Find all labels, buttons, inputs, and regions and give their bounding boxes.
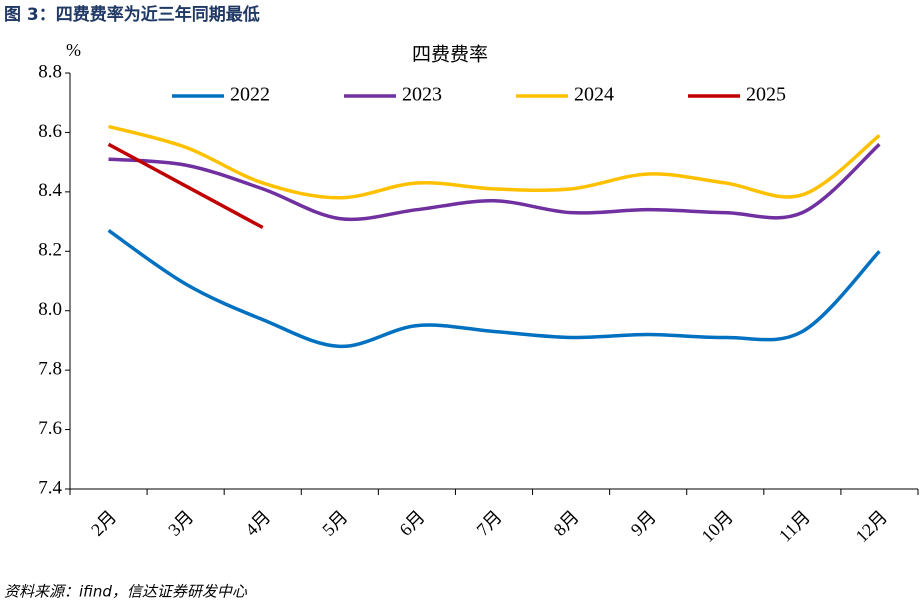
x-tick-label: 8月 — [550, 507, 583, 540]
x-tick-label: 11月 — [775, 507, 814, 546]
y-unit: % — [66, 40, 81, 60]
legend-label: 2022 — [230, 84, 270, 106]
series-line — [108, 143, 881, 222]
legend-label: 2023 — [402, 84, 442, 106]
caption: 图 3：四费费率为近三年同期最低 — [4, 4, 260, 25]
y-tick-label: 7.6 — [38, 418, 62, 439]
y-tick-label: 8.6 — [38, 121, 62, 142]
x-tick-label: 10月 — [697, 507, 737, 547]
x-tick-label: 12月 — [852, 507, 892, 547]
x-tick-label: 9月 — [627, 507, 660, 540]
y-tick-label: 7.4 — [38, 477, 62, 498]
x-tick-label: 6月 — [395, 507, 428, 540]
y-tick-label: 8.0 — [38, 299, 62, 320]
x-tick-label: 4月 — [241, 507, 274, 540]
source: 资料来源：ifind，信达证券研发中心 — [4, 583, 248, 601]
y-tick-label: 7.8 — [38, 359, 62, 380]
legend-label: 2024 — [574, 84, 614, 106]
y-tick-label: 8.8 — [38, 61, 62, 82]
x-tick-label: 3月 — [164, 507, 197, 540]
chart-title: 四费费率 — [412, 43, 488, 65]
y-tick-label: 8.2 — [38, 240, 62, 261]
x-tick-label: 2月 — [87, 507, 120, 540]
y-tick-label: 8.4 — [38, 180, 62, 201]
series-line — [108, 124, 881, 200]
x-tick-label: 7月 — [473, 507, 506, 540]
series-line — [107, 229, 881, 349]
x-tick-label: 5月 — [318, 507, 351, 540]
legend-label: 2025 — [746, 84, 786, 106]
series-line — [107, 142, 264, 230]
